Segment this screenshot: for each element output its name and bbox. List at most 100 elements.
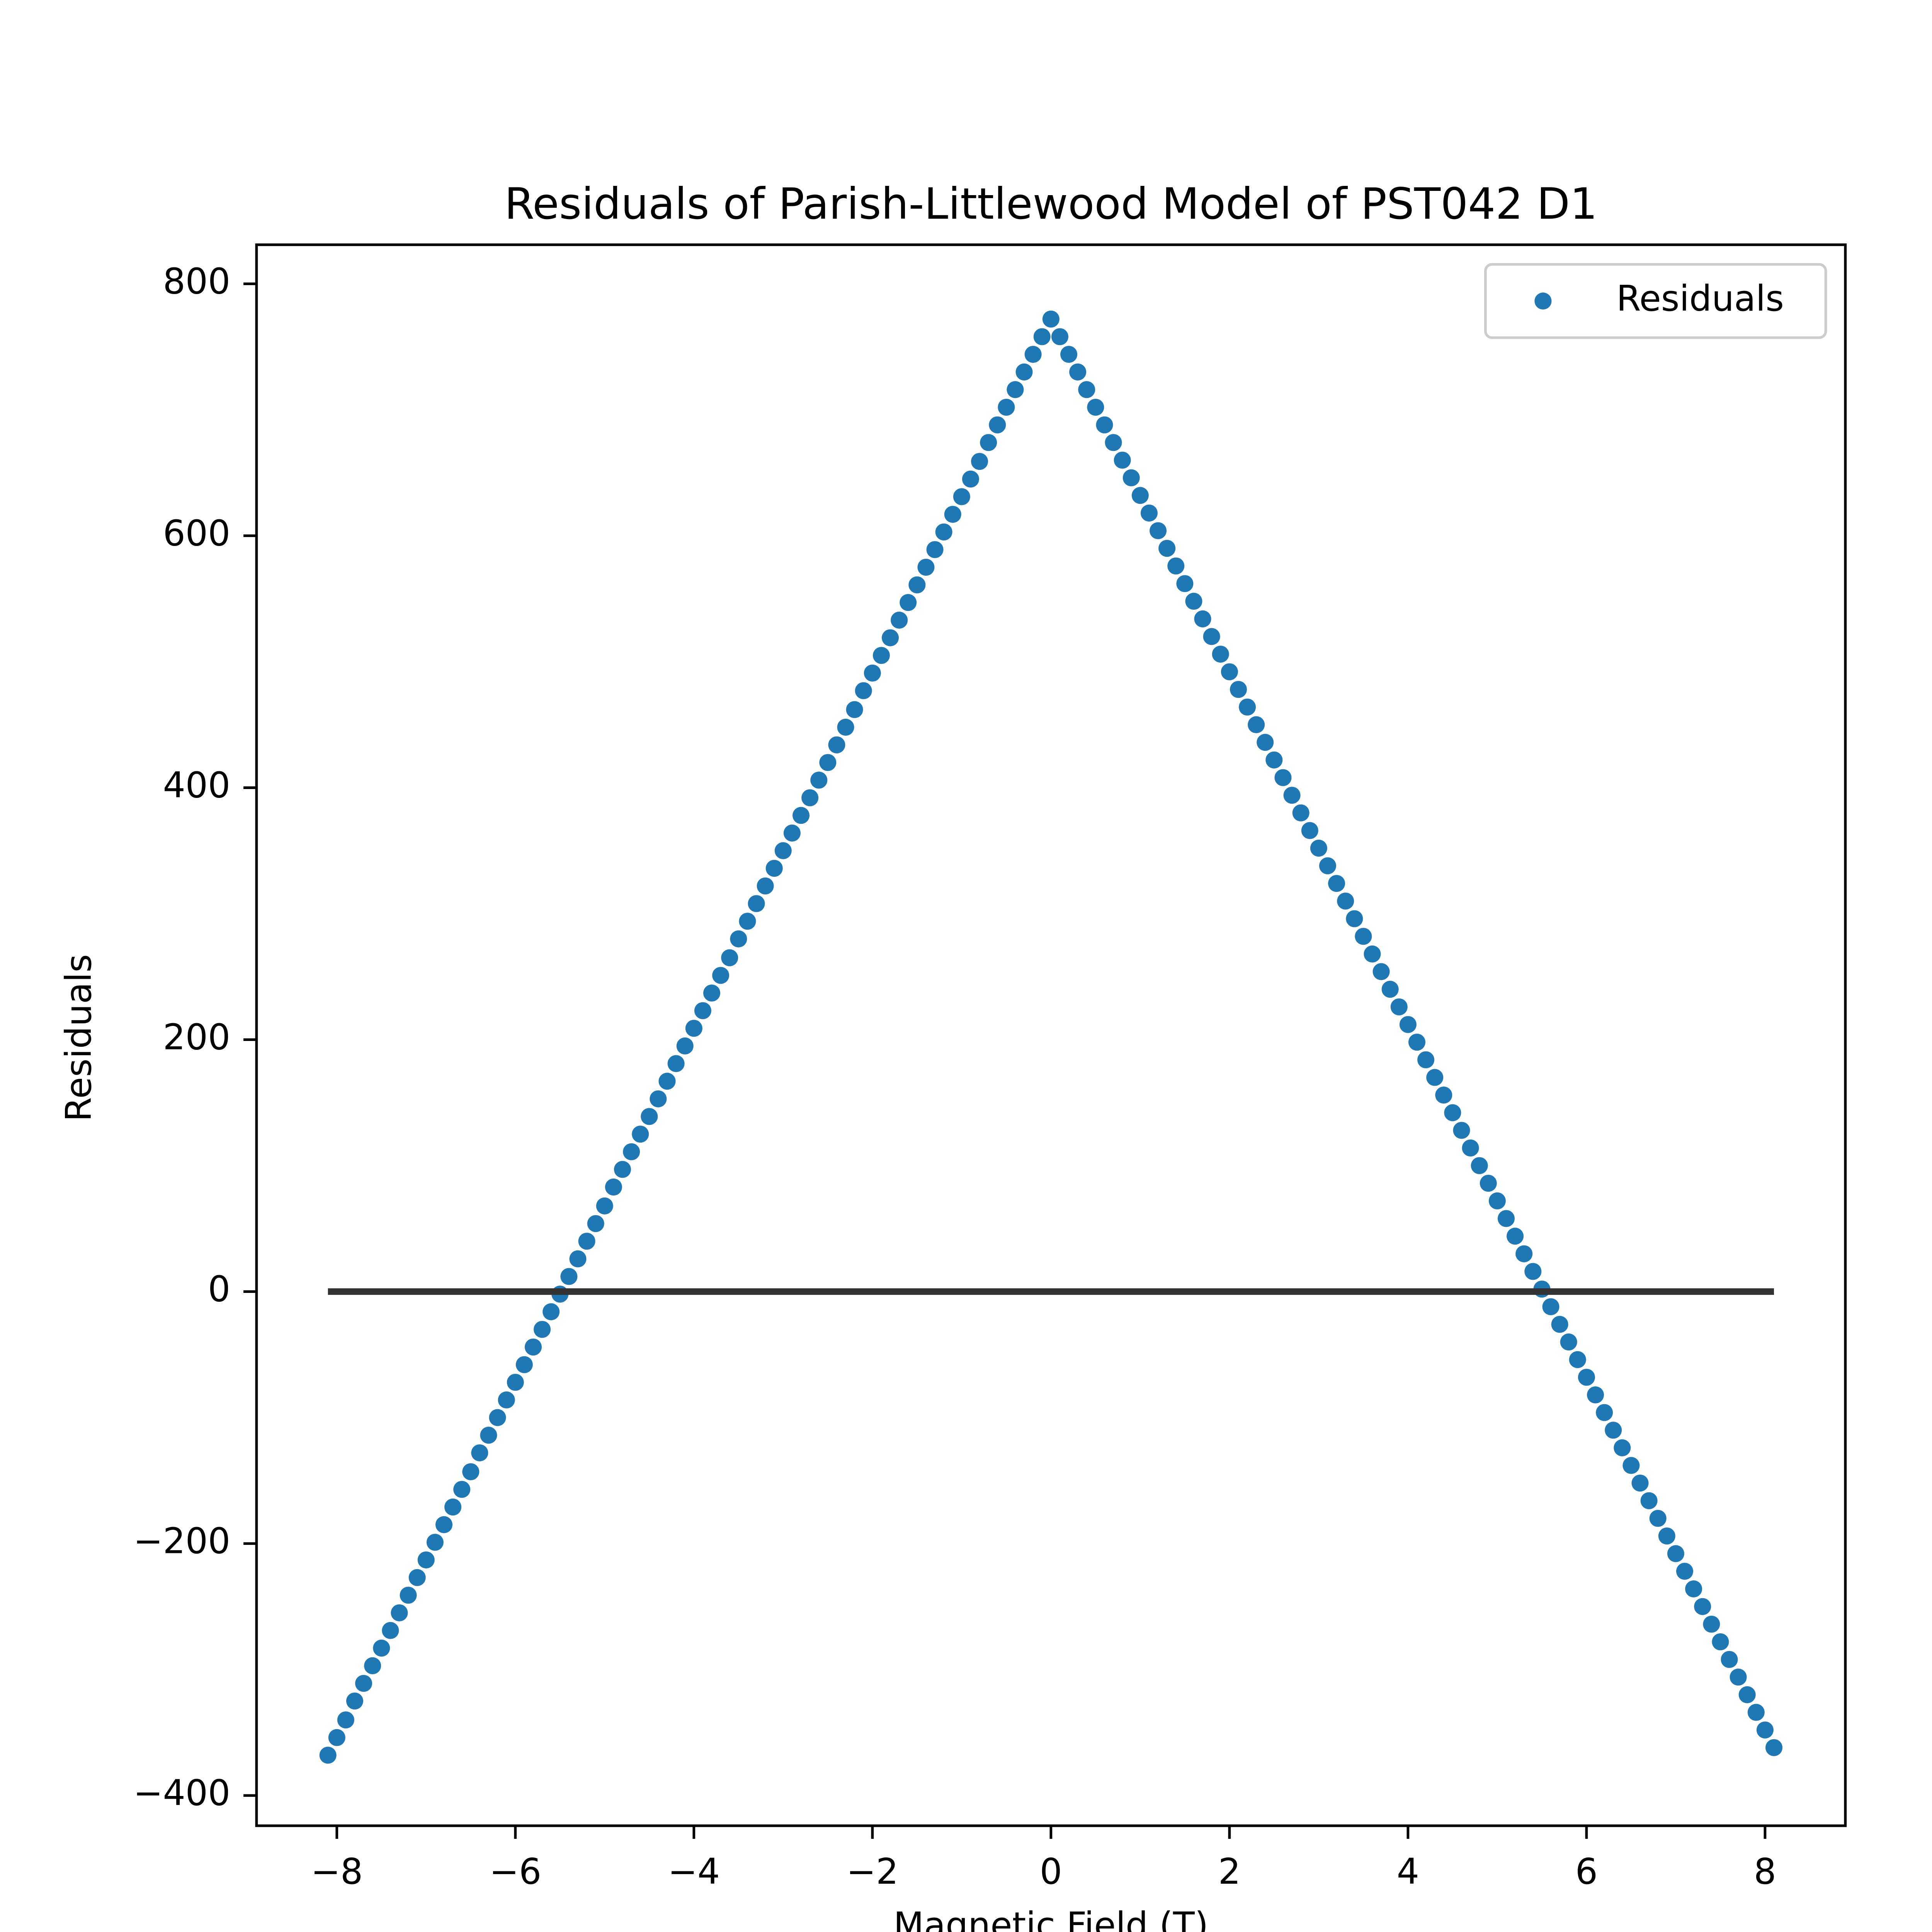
point (864, 664, 881, 682)
point (373, 1639, 390, 1657)
point (1507, 1228, 1524, 1245)
point (435, 1516, 453, 1533)
point (1372, 963, 1390, 980)
point (480, 1427, 497, 1444)
y-axis-label: Residuals (58, 954, 99, 1122)
point (596, 1197, 613, 1214)
legend-box (1484, 263, 1827, 339)
x-tick-label: −8 (311, 1851, 363, 1892)
point (391, 1604, 408, 1622)
point (1462, 1139, 1479, 1157)
point (703, 984, 721, 1002)
point (855, 682, 872, 699)
series (319, 310, 1783, 1764)
y-tick-label: 400 (163, 764, 231, 806)
point (543, 1303, 560, 1320)
point (1765, 1739, 1783, 1756)
x-tick-label: 8 (1754, 1851, 1776, 1892)
point (1337, 892, 1354, 910)
point (667, 1055, 685, 1072)
point (1355, 928, 1372, 945)
point (1622, 1457, 1640, 1474)
point (1221, 663, 1238, 680)
point (337, 1711, 354, 1729)
point (1194, 610, 1211, 628)
point (1712, 1633, 1729, 1651)
y-tick-label: 0 (208, 1269, 230, 1310)
point (346, 1692, 363, 1710)
point (1096, 416, 1113, 434)
point (1042, 310, 1060, 328)
point (417, 1551, 435, 1569)
x-tick-label: −2 (846, 1851, 898, 1892)
point (1730, 1668, 1747, 1686)
point (605, 1179, 622, 1196)
point (935, 523, 952, 541)
point (1158, 540, 1176, 557)
point (1703, 1616, 1720, 1633)
point (462, 1463, 480, 1480)
point (1122, 469, 1140, 486)
point (382, 1622, 399, 1639)
point (1167, 557, 1185, 575)
point (650, 1090, 667, 1107)
point (328, 1729, 345, 1746)
legend: Residuals (1484, 263, 1827, 339)
point (1390, 998, 1408, 1015)
point (444, 1498, 462, 1516)
point (1515, 1245, 1533, 1262)
point (739, 913, 756, 930)
y-tick-label: 800 (163, 260, 231, 302)
point (774, 842, 792, 859)
point (1051, 328, 1068, 345)
point (319, 1747, 337, 1764)
point (1747, 1704, 1765, 1721)
point (757, 877, 774, 895)
point (489, 1409, 506, 1426)
point (1007, 381, 1024, 398)
point (569, 1250, 587, 1267)
point (1024, 346, 1042, 363)
point (1667, 1545, 1684, 1562)
point (1131, 487, 1149, 504)
point (426, 1534, 444, 1551)
x-tick-label: 0 (1040, 1851, 1062, 1892)
point (1212, 645, 1229, 663)
x-tick-label: −6 (489, 1851, 541, 1892)
point (1417, 1051, 1435, 1068)
point (998, 398, 1015, 416)
point (944, 506, 961, 523)
point (1605, 1422, 1622, 1439)
point (578, 1233, 595, 1250)
point (1685, 1580, 1702, 1598)
point (694, 1002, 711, 1019)
point (1105, 434, 1122, 451)
x-tick-label: 2 (1218, 1851, 1241, 1892)
point (1569, 1351, 1586, 1368)
y-tick-label: −400 (133, 1772, 230, 1814)
point (1721, 1651, 1738, 1668)
point (1176, 575, 1194, 592)
point (1078, 381, 1095, 398)
point (1239, 698, 1256, 716)
point (1265, 751, 1283, 769)
point (872, 647, 890, 664)
point (748, 895, 765, 912)
point (587, 1215, 604, 1232)
point (355, 1675, 372, 1692)
point (1587, 1386, 1604, 1404)
point (623, 1143, 640, 1160)
point (1346, 910, 1363, 927)
point (1480, 1175, 1497, 1192)
point (1560, 1333, 1577, 1351)
point (1444, 1104, 1461, 1121)
x-tick-label: 6 (1575, 1851, 1598, 1892)
point (1087, 398, 1104, 416)
point (1524, 1263, 1542, 1280)
point (900, 594, 917, 611)
point (560, 1268, 578, 1285)
point (837, 719, 854, 736)
point (712, 967, 730, 984)
